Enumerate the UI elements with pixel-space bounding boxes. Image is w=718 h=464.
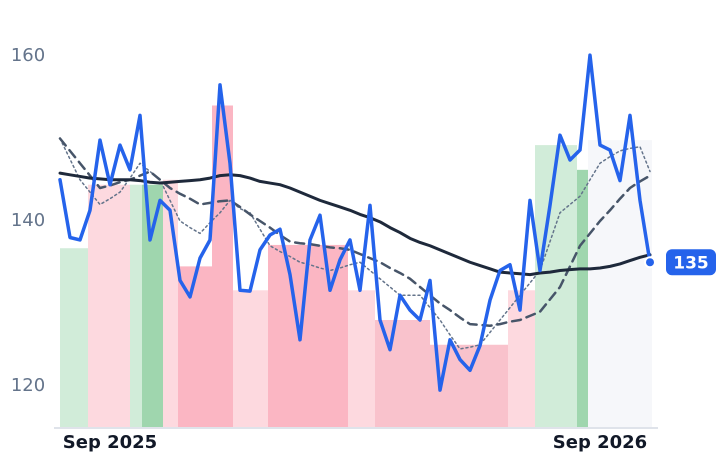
band bbox=[535, 145, 577, 428]
x-tick-label: Sep 2025 bbox=[63, 432, 157, 453]
value-label: 135 bbox=[673, 253, 709, 273]
series-line bbox=[58, 53, 652, 392]
band bbox=[348, 290, 375, 428]
value-badge bbox=[666, 249, 716, 276]
series-line bbox=[58, 137, 652, 328]
band bbox=[178, 266, 212, 428]
band bbox=[375, 320, 430, 428]
band bbox=[142, 184, 163, 428]
y-tick-label: 140 bbox=[11, 210, 45, 231]
band bbox=[430, 344, 508, 428]
y-tick-label: 160 bbox=[11, 45, 45, 66]
band bbox=[233, 290, 268, 428]
band bbox=[212, 105, 233, 428]
band bbox=[508, 290, 535, 428]
band bbox=[88, 184, 130, 428]
band bbox=[588, 140, 652, 428]
band bbox=[130, 184, 142, 428]
x-tick-label: Sep 2026 bbox=[553, 432, 647, 453]
series-line bbox=[58, 171, 652, 277]
band bbox=[577, 169, 588, 428]
band bbox=[60, 248, 88, 428]
y-tick-label: 120 bbox=[11, 375, 45, 396]
last-point bbox=[644, 256, 656, 269]
